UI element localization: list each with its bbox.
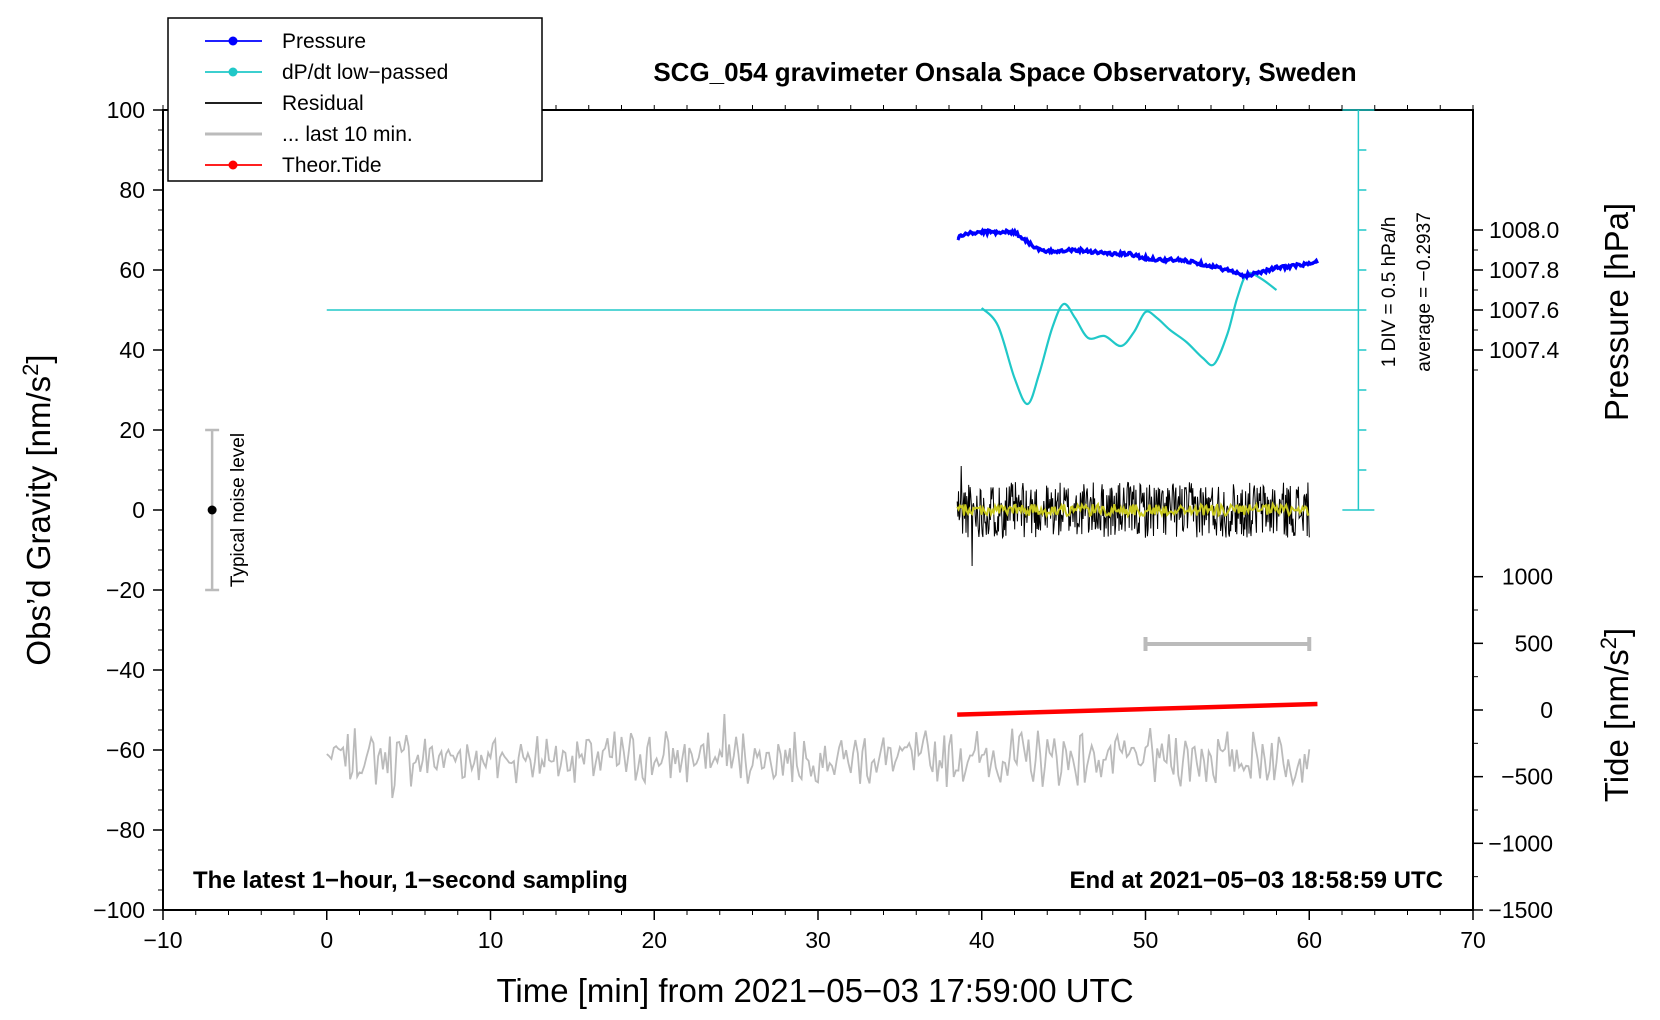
y-tick-label: −40 [106,657,145,683]
noise-level-label: Typical noise level [228,433,249,587]
y-axis-label-left-main: Obs’d Gravity [nm/s [20,376,57,666]
x-tick-label: 50 [1133,927,1159,953]
x-tick-label: 30 [805,927,831,953]
legend-box [167,17,543,182]
legend-marker [228,160,238,170]
y-tick-label: 80 [119,177,145,203]
tide-tick-label: −1500 [1488,897,1553,923]
tide-axis-ticks: −1500 −1000 −500 0 500 1000 [1473,564,1553,923]
y-tick-label: −60 [106,737,145,763]
series-pressure [956,227,1319,281]
y-tick-label: 60 [119,257,145,283]
legend-label: ... last 10 min. [282,123,413,146]
legend-label: Residual [282,92,364,115]
legend-label: Pressure [282,30,366,53]
pressure-tick-label: 1007.6 [1489,297,1559,323]
tide-tick-label: −500 [1501,764,1553,790]
x-tick-label: 40 [969,927,995,953]
legend-marker [228,36,238,46]
series-residual-smoothed [956,500,1310,519]
y-axis-ticks: −100 −80 −60 −40 −20 0 20 40 60 80 100 [93,97,163,923]
y-tick-label: −80 [106,817,145,843]
x-tick-label: 0 [320,927,333,953]
y-axis-label-tide-end: ] [1598,628,1635,637]
y-axis-label-tide: Tide [nm/s2] [1596,628,1635,802]
y-tick-label: −20 [106,577,145,603]
pressure-axis-ticks: 1007.4 1007.6 1007.8 1008.0 [1473,217,1560,371]
tide-tick-label: 500 [1515,630,1553,656]
scale-bars-group [205,428,1312,651]
x-tick-label: 60 [1296,927,1322,953]
y-tick-label: 0 [132,497,145,523]
y-axis-label-pressure: Pressure [hPa] [1598,203,1635,421]
legend: Pressure dP/dt low−passed Residual ... last… [167,17,543,182]
pressure-tick-label: 1008.0 [1489,217,1559,243]
pressure-scale-label-div: 1 DIV = 0.5 hPa/h [1379,217,1400,368]
noise-bar-center-dot [207,505,217,515]
series-residual [956,465,1310,567]
y-axis-label-tide-sup: 2 [1596,637,1621,649]
y-tick-label: 20 [119,417,145,443]
legend-label: Theor.Tide [282,154,382,177]
y-axis-label-left-end: ] [20,354,57,363]
series-theor-tide [957,701,1318,717]
tide-tick-label: −1000 [1488,830,1553,856]
x-axis-ticks: −10 0 10 20 30 40 50 60 70 [143,105,1486,953]
series-group [326,109,1375,799]
chart-title: SCG_054 gravimeter Onsala Space Observat… [653,57,1356,87]
footer-right-annotation: End at 2021−05−03 18:58:59 UTC [1069,867,1443,894]
y-axis-label-left: Obs’d Gravity [nm/s2] [18,354,57,665]
y-tick-label: −100 [93,897,145,923]
x-tick-label: 20 [641,927,667,953]
y-axis-label-tide-main: Tide [nm/s [1598,649,1635,802]
legend-label: dP/dt low−passed [282,61,448,84]
y-tick-label: 100 [107,97,145,123]
x-axis-label: Time [min] from 2021−05−03 17:59:00 UTC [496,972,1133,1009]
footer-left-annotation: The latest 1−hour, 1−second sampling [193,867,628,894]
x-tick-label: 70 [1460,927,1486,953]
pressure-tick-label: 1007.8 [1489,257,1559,283]
legend-marker [228,67,238,77]
tide-tick-label: 1000 [1502,564,1553,590]
y-tick-label: 40 [119,337,145,363]
series-dpdt [980,271,1278,406]
y-axis-label-left-sup: 2 [18,364,43,376]
x-tick-label: 10 [478,927,504,953]
tide-tick-label: 0 [1540,697,1553,723]
series-last-10-min [326,713,1311,799]
x-tick-label: −10 [143,927,182,953]
pressure-scale-label-average: average = −0.2937 [1414,212,1435,372]
pressure-tick-label: 1007.4 [1489,337,1560,363]
legend-rows: Pressure dP/dt low−passed Residual ... last… [205,30,448,177]
